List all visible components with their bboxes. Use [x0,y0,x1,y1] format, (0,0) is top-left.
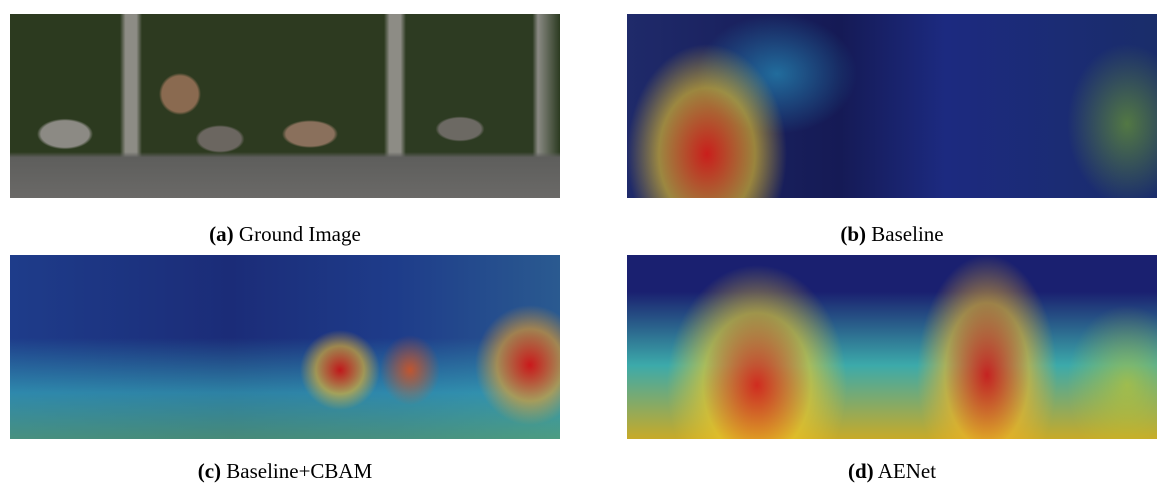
caption-label: (d) [848,459,874,483]
caption-text: AENet [878,459,936,483]
ground-image [10,14,560,198]
heatmap-image [627,14,1157,198]
caption: (c) Baseline+CBAM [5,459,565,484]
caption-label: (b) [840,222,866,246]
figure: (a) Ground Image (b) Baseline (c) Baseli… [0,0,1167,486]
caption: (a) Ground Image [5,222,565,247]
caption: (b) Baseline [612,222,1167,247]
caption-label: (c) [198,459,221,483]
heatmap-image [627,255,1157,439]
caption-text: Ground Image [239,222,361,246]
caption-label: (a) [209,222,234,246]
caption: (d) AENet [612,459,1167,484]
caption-text: Baseline [871,222,943,246]
caption-text: Baseline+CBAM [226,459,372,483]
heatmap-image [10,255,560,439]
